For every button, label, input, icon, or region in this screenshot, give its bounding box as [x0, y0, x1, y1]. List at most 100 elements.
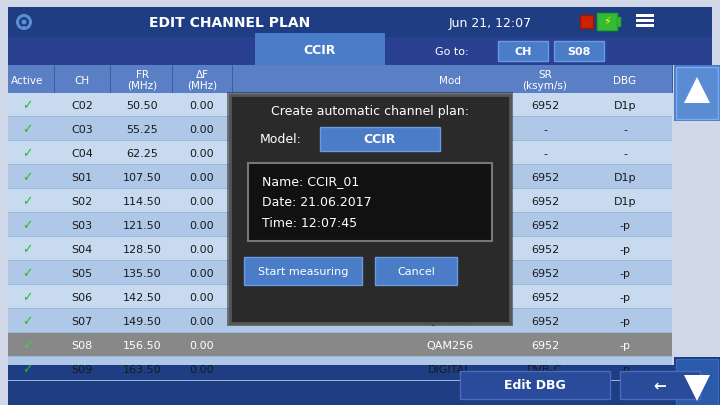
- Bar: [8, 284, 672, 285]
- Text: D1p: D1p: [613, 101, 636, 111]
- Bar: [8, 260, 672, 261]
- Text: 6952: 6952: [531, 173, 559, 183]
- Text: 6952: 6952: [531, 292, 559, 302]
- Text: Name: CCIR_01: Name: CCIR_01: [262, 175, 359, 188]
- Text: -p: -p: [619, 316, 631, 326]
- Polygon shape: [684, 375, 710, 401]
- Text: 114.50: 114.50: [122, 196, 161, 207]
- Bar: [8, 141, 672, 142]
- Bar: [8, 332, 672, 333]
- Text: S03: S03: [71, 220, 93, 230]
- Text: (MHz): (MHz): [187, 81, 217, 91]
- Bar: [244, 257, 362, 285]
- Text: (MHz): (MHz): [127, 81, 157, 91]
- Text: 135.50: 135.50: [122, 269, 161, 278]
- Bar: [620, 371, 700, 399]
- Text: ⚡: ⚡: [603, 17, 611, 27]
- Text: S04: S04: [71, 244, 93, 254]
- Text: Model:: Model:: [260, 133, 302, 146]
- Text: QAM256: QAM256: [426, 101, 474, 111]
- Bar: [554, 42, 604, 62]
- Text: ✓: ✓: [22, 147, 32, 160]
- Text: Create automatic channel plan:: Create automatic channel plan:: [271, 105, 469, 118]
- Text: -p: -p: [619, 364, 631, 374]
- Text: -: -: [623, 149, 627, 159]
- Text: 0.00: 0.00: [189, 125, 215, 135]
- Bar: [597, 14, 617, 31]
- Text: 0.00: 0.00: [189, 220, 215, 230]
- Text: SR: SR: [538, 70, 552, 80]
- Text: Time: 12:07:45: Time: 12:07:45: [262, 217, 357, 230]
- Text: -: -: [448, 149, 452, 159]
- Bar: [674, 357, 720, 405]
- Text: ✓: ✓: [22, 315, 32, 328]
- Text: C03: C03: [71, 125, 93, 135]
- Text: ✓: ✓: [22, 362, 32, 375]
- Text: Go to:: Go to:: [435, 47, 469, 57]
- Bar: [636, 20, 654, 22]
- Text: Edit DBG: Edit DBG: [504, 379, 566, 392]
- Text: -: -: [543, 125, 547, 135]
- Text: Date: 21.06.2017: Date: 21.06.2017: [262, 196, 372, 209]
- Text: 0.00: 0.00: [189, 149, 215, 159]
- Circle shape: [16, 15, 32, 31]
- Text: 0.00: 0.00: [189, 101, 215, 111]
- Bar: [674, 66, 720, 122]
- Text: Cancel: Cancel: [397, 266, 435, 276]
- Bar: [676, 359, 718, 405]
- Text: CH: CH: [514, 47, 531, 57]
- Text: C02: C02: [71, 101, 93, 111]
- Bar: [172, 66, 173, 94]
- Circle shape: [22, 20, 27, 26]
- Bar: [8, 142, 672, 166]
- Text: CCIR: CCIR: [364, 133, 396, 146]
- Bar: [23, 27, 25, 30]
- Bar: [672, 66, 673, 94]
- Text: QAM256: QAM256: [426, 292, 474, 302]
- Text: 107.50: 107.50: [122, 173, 161, 183]
- Text: ✓: ✓: [22, 291, 32, 304]
- Text: QAM256: QAM256: [426, 196, 474, 207]
- Text: 0.00: 0.00: [189, 269, 215, 278]
- Text: Jun 21, 12:07: Jun 21, 12:07: [449, 17, 531, 30]
- Text: D1p: D1p: [613, 173, 636, 183]
- Text: S05: S05: [71, 269, 93, 278]
- Bar: [8, 333, 672, 357]
- Text: 156.50: 156.50: [122, 340, 161, 350]
- Bar: [110, 66, 111, 94]
- Text: Active: Active: [11, 76, 43, 86]
- Bar: [460, 371, 610, 399]
- Text: -p: -p: [619, 220, 631, 230]
- Text: S08: S08: [567, 47, 590, 57]
- Text: S09: S09: [71, 364, 93, 374]
- Text: ✓: ✓: [22, 267, 32, 280]
- Bar: [8, 164, 672, 166]
- Text: 6952: 6952: [531, 244, 559, 254]
- Bar: [8, 38, 712, 66]
- Text: 6952: 6952: [531, 316, 559, 326]
- Bar: [230, 96, 510, 323]
- Text: 0.00: 0.00: [189, 196, 215, 207]
- Text: CH: CH: [74, 76, 89, 86]
- Bar: [232, 66, 233, 94]
- Text: ✓: ✓: [22, 243, 32, 256]
- Text: S02: S02: [71, 196, 93, 207]
- Text: ✓: ✓: [22, 123, 32, 136]
- Text: 0.00: 0.00: [189, 244, 215, 254]
- Bar: [54, 66, 55, 94]
- Text: 0.00: 0.00: [189, 316, 215, 326]
- Text: 50.50: 50.50: [126, 101, 158, 111]
- Bar: [255, 34, 385, 66]
- Text: DVB-C: DVB-C: [527, 364, 562, 374]
- Polygon shape: [684, 78, 710, 104]
- Bar: [8, 357, 672, 381]
- Text: QAM256: QAM256: [426, 340, 474, 350]
- Text: Mod: Mod: [439, 76, 461, 86]
- Text: 6952: 6952: [531, 269, 559, 278]
- Text: QAM256: QAM256: [426, 220, 474, 230]
- Text: -: -: [543, 149, 547, 159]
- Bar: [580, 16, 593, 29]
- Bar: [8, 117, 672, 118]
- Bar: [8, 309, 672, 333]
- Text: ✓: ✓: [22, 339, 32, 352]
